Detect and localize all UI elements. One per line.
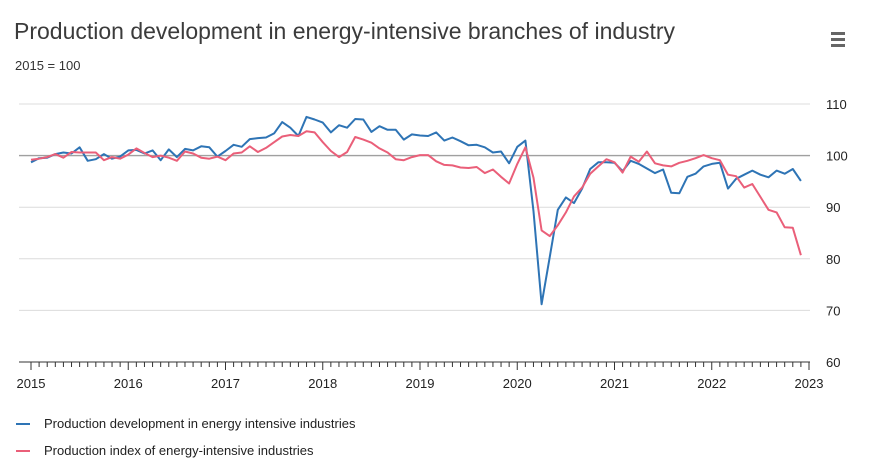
legend-label-series-1: Production development in energy intensi… [44, 416, 356, 431]
series-line-2 [30, 130, 802, 256]
x-tick-label-2015: 2015 [17, 376, 46, 391]
y-tick-label-110: 110 [826, 97, 847, 112]
hamburger-menu-icon[interactable] [830, 32, 850, 52]
chart-subtitle: 2015 = 100 [15, 58, 81, 73]
x-tick-label-2023: 2023 [795, 376, 824, 391]
x-tick-label-2019: 2019 [406, 376, 435, 391]
y-tick-label-90: 90 [826, 200, 840, 215]
y-tick-label-100: 100 [826, 149, 848, 164]
legend-item-series-2[interactable]: Production index of energy-intensive ind… [16, 443, 314, 458]
x-tick-label-2016: 2016 [114, 376, 143, 391]
x-tick-label-2022: 2022 [697, 376, 726, 391]
legend-item-series-1[interactable]: Production development in energy intensi… [16, 416, 355, 431]
chart-title: Production development in energy-intensi… [14, 18, 675, 44]
legend-swatch-series-1 [16, 422, 30, 425]
x-tick-label-2017: 2017 [211, 376, 240, 391]
y-tick-label-70: 70 [826, 303, 840, 318]
series-line-1 [30, 115, 802, 306]
legend-swatch-series-2 [16, 449, 30, 452]
x-tick-label-2020: 2020 [503, 376, 532, 391]
legend-label-series-2: Production index of energy-intensive ind… [44, 443, 314, 458]
y-tick-label-60: 60 [826, 355, 840, 370]
y-tick-label-80: 80 [826, 252, 840, 267]
x-tick-label-2018: 2018 [308, 376, 337, 391]
x-tick-label-2021: 2021 [600, 376, 629, 391]
